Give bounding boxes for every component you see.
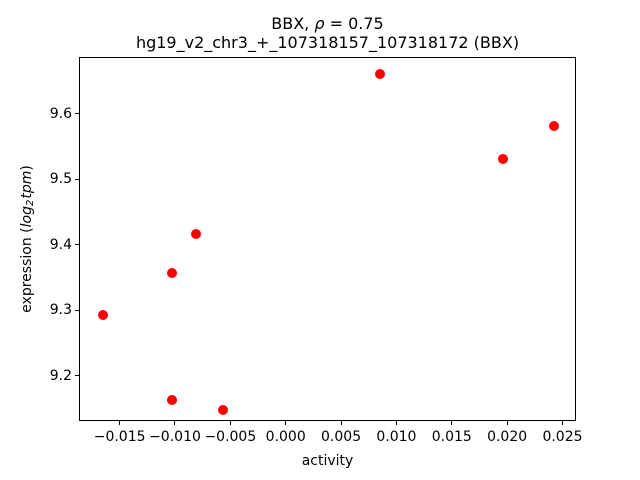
x-tick-label: 0.025 bbox=[542, 429, 583, 445]
y-tick-label: 9.6 bbox=[49, 105, 72, 122]
data-point bbox=[548, 120, 559, 131]
y-tick-mark bbox=[75, 178, 79, 180]
x-tick-label: 0.020 bbox=[487, 429, 528, 445]
x-tick-label: −0.005 bbox=[204, 429, 257, 445]
title-prefix: BBX, bbox=[271, 14, 315, 33]
x-tick-mark bbox=[229, 421, 231, 425]
chart-subtitle: hg19_v2_chr3_+_107318157_107318172 (BBX) bbox=[135, 33, 520, 52]
chart-title: BBX, ρ = 0.75 bbox=[79, 14, 576, 33]
y-tick-mark bbox=[75, 113, 79, 115]
data-point bbox=[217, 404, 228, 415]
y-tick-mark bbox=[75, 244, 79, 246]
ylabel-prefix: expression ( bbox=[19, 227, 35, 313]
x-tick-label: 0.005 bbox=[321, 429, 362, 445]
data-point bbox=[166, 268, 177, 279]
x-tick-mark bbox=[506, 421, 508, 425]
x-tick-mark bbox=[561, 421, 563, 425]
data-point bbox=[166, 395, 177, 406]
title-suffix: = 0.75 bbox=[324, 14, 384, 33]
y-tick-label: 9.3 bbox=[49, 302, 72, 319]
data-point bbox=[497, 154, 508, 165]
y-tick-mark bbox=[75, 375, 79, 377]
x-tick-label: −0.015 bbox=[93, 429, 146, 445]
ylabel-log: log bbox=[19, 206, 35, 228]
x-tick-mark bbox=[119, 421, 121, 425]
data-point bbox=[191, 228, 202, 239]
x-tick-mark bbox=[285, 421, 287, 425]
ylabel-tpm: tpm bbox=[19, 170, 35, 199]
y-tick-label: 9.2 bbox=[49, 367, 72, 384]
y-tick-label: 9.5 bbox=[49, 171, 72, 188]
ylabel-suffix: ) bbox=[19, 165, 35, 171]
y-tick-label: 9.4 bbox=[49, 236, 72, 253]
x-tick-mark bbox=[340, 421, 342, 425]
x-tick-mark bbox=[395, 421, 397, 425]
x-tick-label: −0.010 bbox=[149, 429, 201, 445]
x-tick-label: 0.010 bbox=[376, 429, 417, 445]
x-tick-mark bbox=[174, 421, 176, 425]
x-tick-mark bbox=[451, 421, 453, 425]
ylabel-sub: 2 bbox=[25, 199, 36, 207]
y-axis-label: expression (log2tpm) bbox=[19, 165, 39, 313]
x-tick-label: 0.000 bbox=[265, 429, 306, 445]
plot-area bbox=[79, 57, 576, 421]
data-point bbox=[374, 69, 385, 80]
data-point bbox=[98, 309, 109, 320]
y-tick-mark bbox=[75, 309, 79, 311]
x-axis-label: activity bbox=[301, 453, 354, 469]
x-tick-label: 0.015 bbox=[431, 429, 472, 445]
rho-symbol: ρ bbox=[314, 14, 325, 33]
